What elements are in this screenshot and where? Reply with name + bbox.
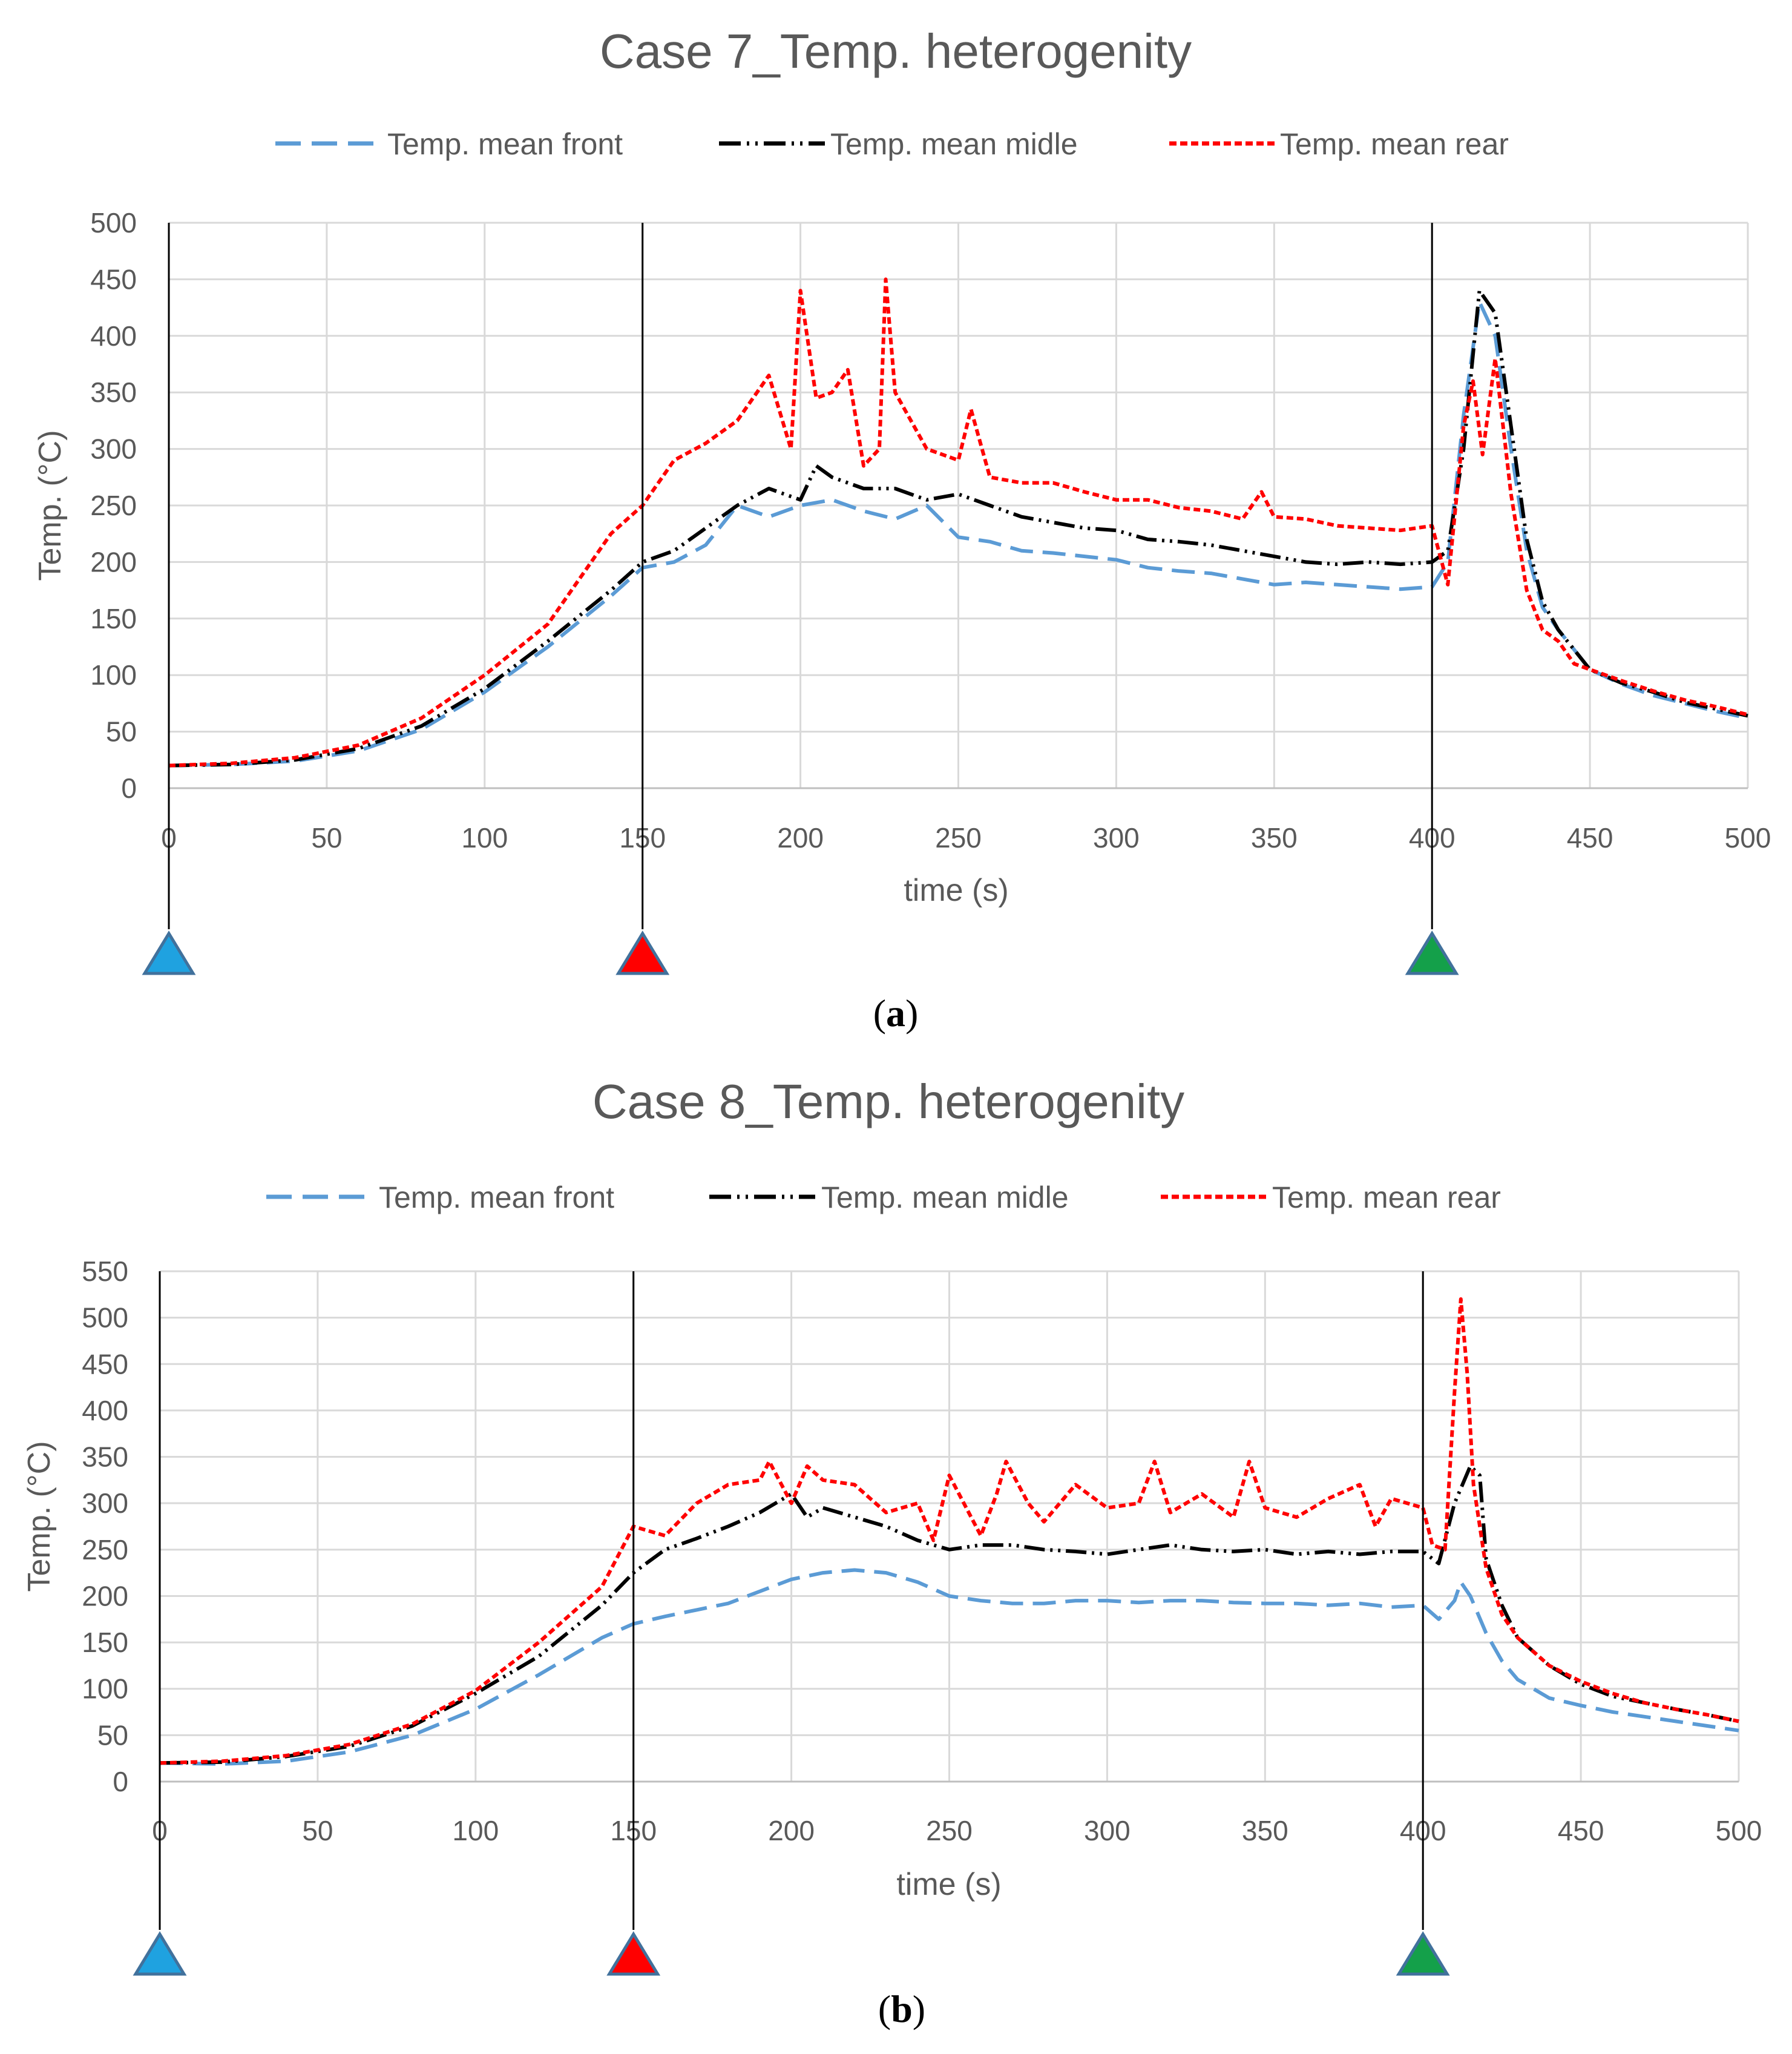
chart-a-x-tick-label: 100	[461, 822, 508, 854]
chart-b-x-tick-label: 500	[1716, 1815, 1762, 1846]
chart-b-y-tick-label: 0	[113, 1766, 128, 1797]
chart-a-x-tick-label: 300	[1093, 822, 1140, 854]
chart-a-series-front-line	[168, 300, 1748, 768]
chart-b-y-tick-label: 250	[82, 1534, 128, 1565]
chart-a-legend-front-label: Temp. mean front	[387, 127, 623, 161]
chart-b-x-tick-label: 350	[1242, 1815, 1288, 1846]
chart-b-y-axis-title: Temp. (°C)	[22, 1441, 57, 1592]
chart-a-x-tick-label: 350	[1251, 822, 1298, 854]
chart-b-y-tick-label: 150	[82, 1627, 128, 1658]
chart-b-legend: Temp. mean front Temp. mean midle Temp. …	[266, 1180, 1501, 1214]
chart-a-y-axis-title: Temp. (°C)	[33, 430, 68, 581]
chart-b-event-triangle-3	[1396, 1931, 1450, 1976]
chart-b-x-tick-label: 300	[1084, 1815, 1131, 1846]
chart-b-legend-middle-label: Temp. mean midle	[821, 1180, 1069, 1214]
chart-a-y-tick-labels: 0 50 100 150 200 250 300 350 400 450 500	[90, 207, 137, 804]
chart-a-y-tick-label: 250	[90, 490, 137, 521]
chart-b-y-tick-labels: 0 50 100 150 200 250 300 350 400 450 500 550	[82, 1256, 128, 1797]
chart-a-y-tick-label: 150	[90, 603, 137, 634]
chart-b-y-tick-label: 400	[82, 1395, 128, 1426]
chart-a-y-tick-label: 50	[106, 716, 137, 748]
chart-b-caption: (b)	[878, 1987, 925, 2030]
chart-b-x-tick-label: 200	[768, 1815, 815, 1846]
chart-a-title: Case 7_Temp. heterogenity	[600, 24, 1192, 78]
chart-a-x-axis-title: time (s)	[904, 873, 1008, 908]
chart-b-legend-front-label: Temp. mean front	[379, 1180, 614, 1214]
chart-b-series-front-line	[159, 1568, 1739, 1766]
chart-a-event-triangle-2	[615, 930, 670, 975]
chart-a-series-rear-line	[168, 277, 1748, 768]
chart-a-event-triangle-1	[142, 930, 196, 975]
chart-b: Case 8_Temp. heterogenity Temp. mean fro…	[22, 1075, 1762, 2030]
chart-a-y-tick-label: 200	[90, 546, 137, 578]
chart-b-y-tick-label: 300	[82, 1487, 128, 1519]
chart-b-gridlines	[160, 1270, 1740, 1782]
chart-a-caption-letter: a	[886, 992, 905, 1035]
chart-b-title: Case 8_Temp. heterogenity	[592, 1075, 1184, 1128]
chart-a-y-tick-label: 350	[90, 377, 137, 408]
chart-a-y-tick-label: 400	[90, 320, 137, 352]
chart-a-event-triangle-3	[1405, 930, 1459, 975]
chart-b-y-tick-label: 350	[82, 1441, 128, 1473]
chart-a-gridlines	[169, 222, 1749, 788]
chart-b-series-rear-line	[159, 1297, 1739, 1765]
chart-a-x-tick-labels: 0 50 100 150 200 250 300 350 400 450 500	[161, 822, 1771, 854]
chart-a-series	[168, 277, 1748, 768]
chart-b-x-tick-label: 250	[926, 1815, 973, 1846]
chart-b-event-triangle-2	[606, 1931, 661, 1976]
chart-a-legend-rear-label: Temp. mean rear	[1280, 127, 1509, 161]
chart-a-legend: Temp. mean front Temp. mean midle Temp. …	[275, 127, 1509, 161]
chart-b-y-tick-label: 50	[97, 1719, 128, 1751]
chart-a-y-tick-label: 450	[90, 263, 137, 295]
chart-b-y-tick-label: 200	[82, 1580, 128, 1611]
chart-b-y-tick-label: 500	[82, 1302, 128, 1334]
chart-a-event-markers	[142, 223, 1459, 975]
chart-a-y-tick-label: 500	[90, 207, 137, 239]
chart-a-y-tick-label: 100	[90, 659, 137, 691]
chart-b-x-axis-title: time (s)	[896, 1867, 1001, 1902]
chart-a-x-tick-label: 250	[935, 822, 982, 854]
chart-a-x-tick-label: 500	[1725, 822, 1771, 854]
chart-b-x-tick-label: 100	[452, 1815, 499, 1846]
chart-a-caption: (a)	[873, 992, 919, 1035]
chart-a-legend-middle-label: Temp. mean midle	[830, 127, 1078, 161]
chart-b-x-tick-labels: 0 50 100 150 200 250 300 350 400 450 500	[152, 1815, 1762, 1846]
chart-a-x-tick-label: 50	[311, 822, 342, 854]
chart-a-series-middle-line	[168, 289, 1748, 768]
chart-a-x-tick-label: 200	[777, 822, 824, 854]
chart-b-y-tick-label: 100	[82, 1673, 128, 1705]
chart-b-event-markers	[133, 1271, 1450, 1976]
chart-b-event-triangle-1	[133, 1931, 187, 1976]
chart-b-caption-letter: b	[891, 1987, 913, 2030]
chart-b-y-tick-label: 550	[82, 1256, 128, 1287]
chart-b-x-tick-label: 450	[1558, 1815, 1604, 1846]
chart-a: Case 7_Temp. heterogenity Temp. mean fro…	[33, 24, 1771, 1035]
chart-b-y-tick-label: 450	[82, 1348, 128, 1380]
chart-b-legend-rear-label: Temp. mean rear	[1272, 1180, 1501, 1214]
chart-b-x-tick-label: 50	[302, 1815, 333, 1846]
chart-a-y-tick-label: 0	[121, 772, 137, 804]
chart-a-x-tick-label: 450	[1567, 822, 1613, 854]
chart-a-y-tick-label: 300	[90, 433, 137, 465]
